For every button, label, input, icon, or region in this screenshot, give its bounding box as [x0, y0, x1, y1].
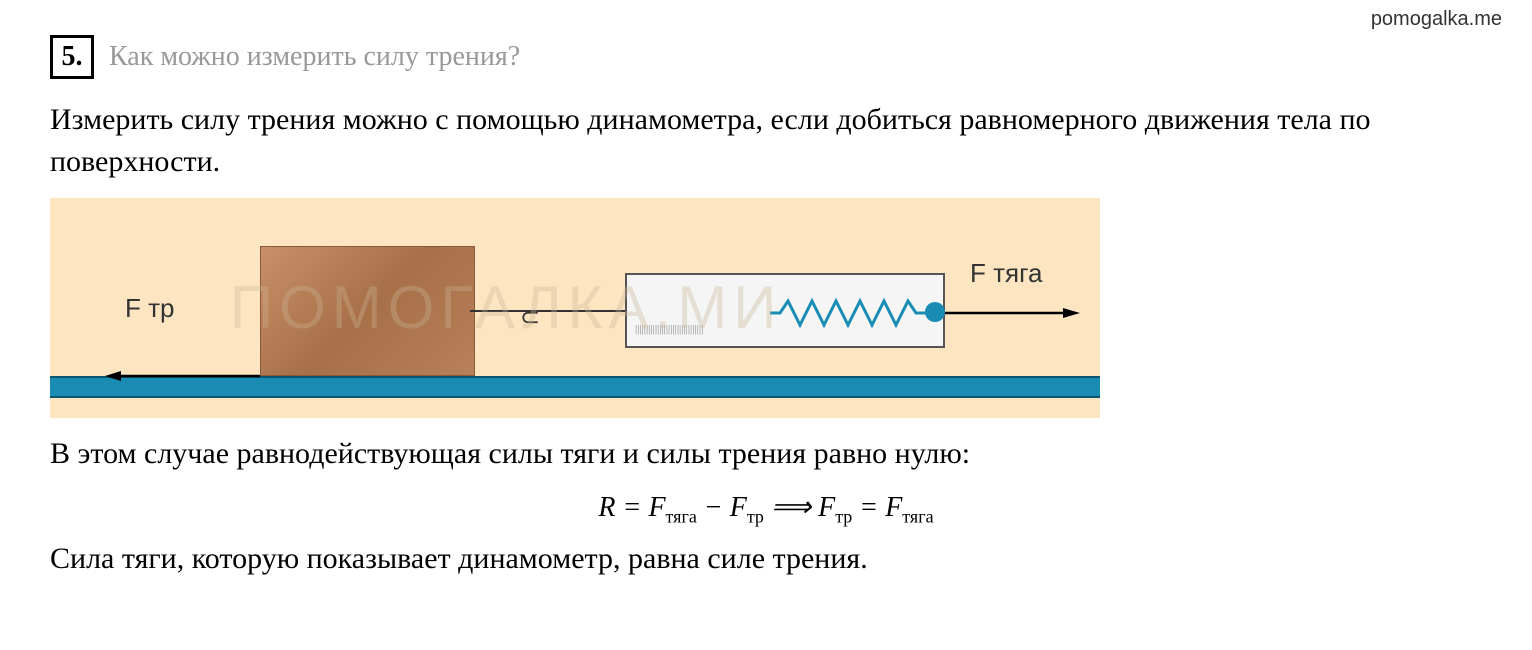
formula-sub-tyaga-2: тяга [902, 507, 933, 527]
watermark-top: pomogalka.me [1371, 8, 1502, 31]
question-text: Как можно измерить силу трения? [109, 41, 520, 73]
question-row: 5. Как можно измерить силу трения? [50, 35, 1482, 79]
answer-paragraph-2: В этом случае равнодействующая силы тяги… [50, 433, 1482, 475]
formula-F1: F [648, 492, 665, 523]
answer-paragraph-1: Измерить силу трения можно с помощью дин… [50, 99, 1482, 183]
physics-diagram: F тр ⊂ ||||||||||||||||||||||||||||||| F… [50, 198, 1100, 418]
formula-sub-tr-1: тр [747, 507, 764, 527]
formula-F2: F [730, 492, 747, 523]
hook-icon: ⊂ [520, 303, 540, 332]
formula-F4: F [885, 492, 902, 523]
formula: R = Fтяга − Fтр ⟹ Fтр = Fтяга [50, 490, 1482, 528]
formula-implies: ⟹ [764, 492, 818, 523]
formula-sub-tyaga-1: тяга [666, 507, 697, 527]
connection-line [470, 310, 630, 312]
friction-arrow-icon [105, 369, 260, 383]
formula-eq2: = [852, 492, 885, 523]
formula-R: R [598, 492, 615, 523]
friction-label: F тр [125, 293, 174, 324]
spring-ball-icon [925, 302, 945, 322]
spring-icon [770, 298, 940, 328]
question-number: 5. [50, 35, 94, 79]
formula-eq1: = [616, 492, 649, 523]
pull-label: F тяга [970, 258, 1042, 289]
answer-paragraph-3: Сила тяги, которую показывает динамометр… [50, 538, 1482, 580]
wooden-block [260, 246, 475, 376]
formula-sub-tr-2: тр [835, 507, 852, 527]
dynamometer-scale: ||||||||||||||||||||||||||||||| [635, 323, 765, 343]
formula-F3: F [818, 492, 835, 523]
formula-minus: − [697, 492, 730, 523]
pull-arrow-icon [945, 306, 1080, 320]
